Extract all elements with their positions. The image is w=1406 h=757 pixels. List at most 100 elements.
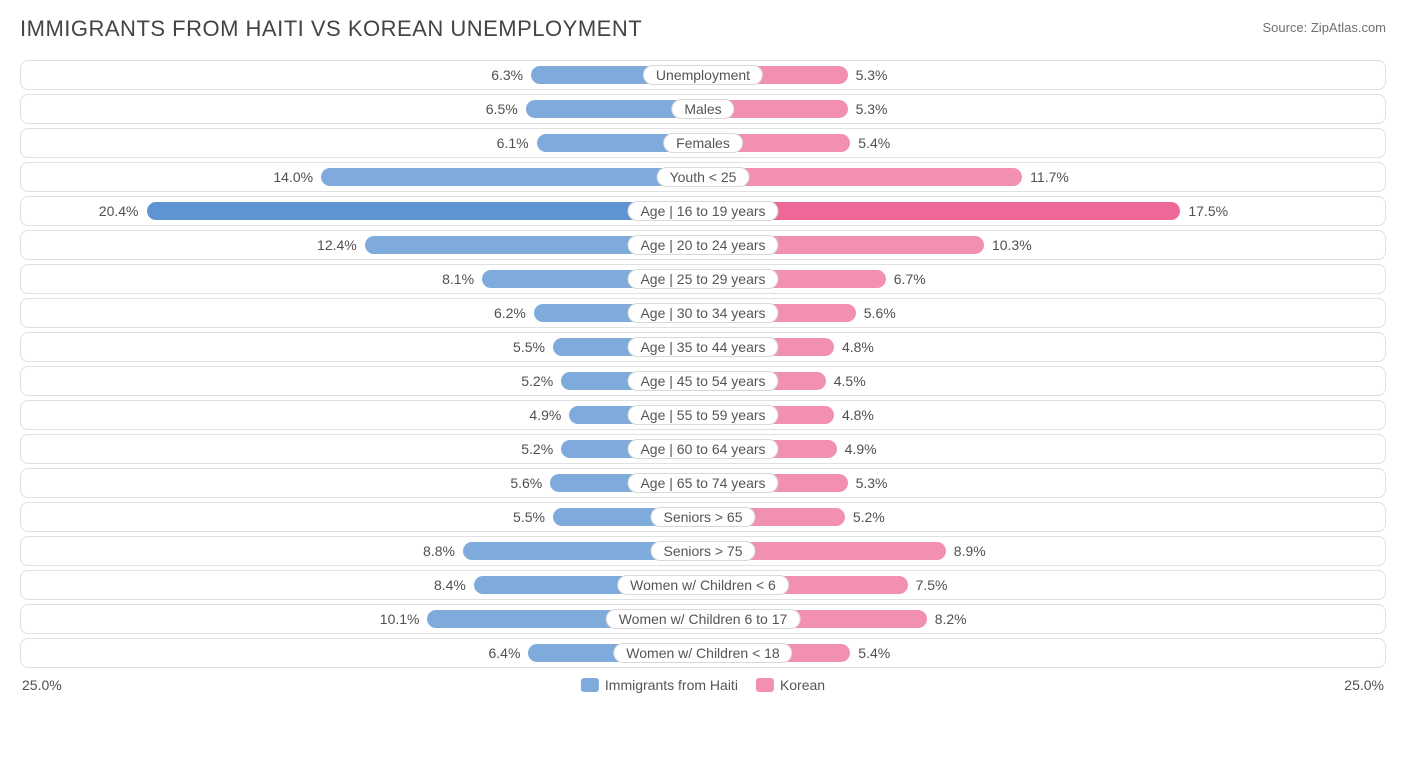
left-value: 10.1%: [380, 611, 420, 627]
right-half: 5.6%: [703, 299, 1385, 327]
right-value: 8.2%: [935, 611, 967, 627]
right-value: 5.4%: [858, 645, 890, 661]
left-half: 12.4%: [21, 231, 703, 259]
legend: Immigrants from Haiti Korean: [581, 677, 825, 693]
left-value: 8.1%: [442, 271, 474, 287]
left-half: 4.9%: [21, 401, 703, 429]
legend-item-left: Immigrants from Haiti: [581, 677, 738, 693]
left-half: 6.3%: [21, 61, 703, 89]
right-value: 4.5%: [834, 373, 866, 389]
legend-swatch-right: [756, 678, 774, 692]
left-half: 8.8%: [21, 537, 703, 565]
left-half: 6.1%: [21, 129, 703, 157]
left-value: 6.2%: [494, 305, 526, 321]
left-value: 5.2%: [521, 441, 553, 457]
chart-footer: 25.0% Immigrants from Haiti Korean 25.0%: [20, 674, 1386, 696]
right-value: 11.7%: [1030, 169, 1069, 185]
chart-row: 8.1%6.7%Age | 25 to 29 years: [20, 264, 1386, 294]
chart-header: IMMIGRANTS FROM HAITI VS KOREAN UNEMPLOY…: [20, 16, 1386, 42]
left-value: 8.8%: [423, 543, 455, 559]
left-half: 5.5%: [21, 333, 703, 361]
right-half: 4.8%: [703, 401, 1385, 429]
right-value: 10.3%: [992, 237, 1032, 253]
diverging-bar-chart: 6.3% 5.3% Unemployment 6.5% 5.3% Males 6.1% 5.4…: [20, 60, 1386, 668]
legend-text-right: Korean: [780, 677, 825, 693]
right-half: 8.9%: [703, 537, 1385, 565]
row-label: Women w/ Children < 6: [617, 575, 789, 595]
left-half: 5.2%: [21, 435, 703, 463]
chart-row: 5.2% 4.5% Age | 45 to 54 years: [20, 366, 1386, 396]
chart-row: 6.5% 5.3% Males: [20, 94, 1386, 124]
legend-item-right: Korean: [756, 677, 825, 693]
left-value: 14.0%: [273, 169, 313, 185]
chart-row: 14.0% 11.7% Youth < 25: [20, 162, 1386, 192]
row-label: Age | 20 to 24 years: [627, 235, 778, 255]
right-value: 4.8%: [842, 339, 874, 355]
right-half: 5.4%: [703, 639, 1385, 667]
right-value: 4.9%: [845, 441, 877, 457]
row-label: Women w/ Children 6 to 17: [606, 609, 801, 629]
left-bar: [321, 168, 703, 186]
left-half: 5.6%: [21, 469, 703, 497]
row-label: Age | 60 to 64 years: [627, 439, 778, 459]
right-value: 5.6%: [864, 305, 896, 321]
right-half: 5.3%: [703, 469, 1385, 497]
chart-row: 6.1%5.4%Females: [20, 128, 1386, 158]
right-value: 5.3%: [856, 475, 888, 491]
legend-text-left: Immigrants from Haiti: [605, 677, 738, 693]
chart-row: 5.6%5.3%Age | 65 to 74 years: [20, 468, 1386, 498]
right-value: 5.4%: [858, 135, 890, 151]
right-half: 4.8%: [703, 333, 1385, 361]
right-half: 11.7%: [703, 163, 1385, 191]
left-value: 8.4%: [434, 577, 466, 593]
right-half: 5.4%: [703, 129, 1385, 157]
right-half: 8.2%: [703, 605, 1385, 633]
chart-row: 10.1% 8.2% Women w/ Children 6 to 17: [20, 604, 1386, 634]
chart-title: IMMIGRANTS FROM HAITI VS KOREAN UNEMPLOY…: [20, 16, 642, 42]
left-bar: [147, 202, 704, 220]
chart-row: 8.8% 8.9%Seniors > 75: [20, 536, 1386, 566]
right-half: 5.3%: [703, 61, 1385, 89]
right-value: 17.5%: [1188, 203, 1228, 219]
left-value: 6.3%: [491, 67, 523, 83]
right-half: 5.2%: [703, 503, 1385, 531]
row-label: Males: [671, 99, 734, 119]
right-value: 7.5%: [916, 577, 948, 593]
row-label: Age | 30 to 34 years: [627, 303, 778, 323]
row-label: Unemployment: [643, 65, 763, 85]
right-value: 4.8%: [842, 407, 874, 423]
right-half: 6.7%: [703, 265, 1385, 293]
left-value: 5.2%: [521, 373, 553, 389]
row-label: Age | 45 to 54 years: [627, 371, 778, 391]
right-half: 10.3%: [703, 231, 1385, 259]
row-label: Age | 55 to 59 years: [627, 405, 778, 425]
right-value: 5.3%: [856, 101, 888, 117]
row-label: Seniors > 65: [651, 507, 756, 527]
axis-left-label: 25.0%: [22, 677, 62, 693]
left-value: 6.5%: [486, 101, 518, 117]
row-label: Seniors > 75: [651, 541, 756, 561]
left-half: 6.2%: [21, 299, 703, 327]
row-label: Age | 16 to 19 years: [627, 201, 778, 221]
chart-row: 12.4% 10.3% Age | 20 to 24 years: [20, 230, 1386, 260]
left-half: 14.0%: [21, 163, 703, 191]
left-value: 6.1%: [497, 135, 529, 151]
left-half: 6.5%: [21, 95, 703, 123]
row-label: Youth < 25: [657, 167, 750, 187]
left-half: 20.4%: [21, 197, 703, 225]
right-half: 17.5%: [703, 197, 1385, 225]
row-label: Age | 35 to 44 years: [627, 337, 778, 357]
chart-source: Source: ZipAtlas.com: [1262, 20, 1386, 35]
right-half: 7.5%: [703, 571, 1385, 599]
left-value: 6.4%: [489, 645, 521, 661]
right-value: 6.7%: [894, 271, 926, 287]
right-value: 5.3%: [856, 67, 888, 83]
chart-row: 8.4% 7.5% Women w/ Children < 6: [20, 570, 1386, 600]
left-half: 10.1%: [21, 605, 703, 633]
right-half: 4.9%: [703, 435, 1385, 463]
right-bar: [703, 168, 1022, 186]
legend-swatch-left: [581, 678, 599, 692]
left-value: 20.4%: [99, 203, 139, 219]
left-value: 4.9%: [529, 407, 561, 423]
left-value: 5.5%: [513, 339, 545, 355]
